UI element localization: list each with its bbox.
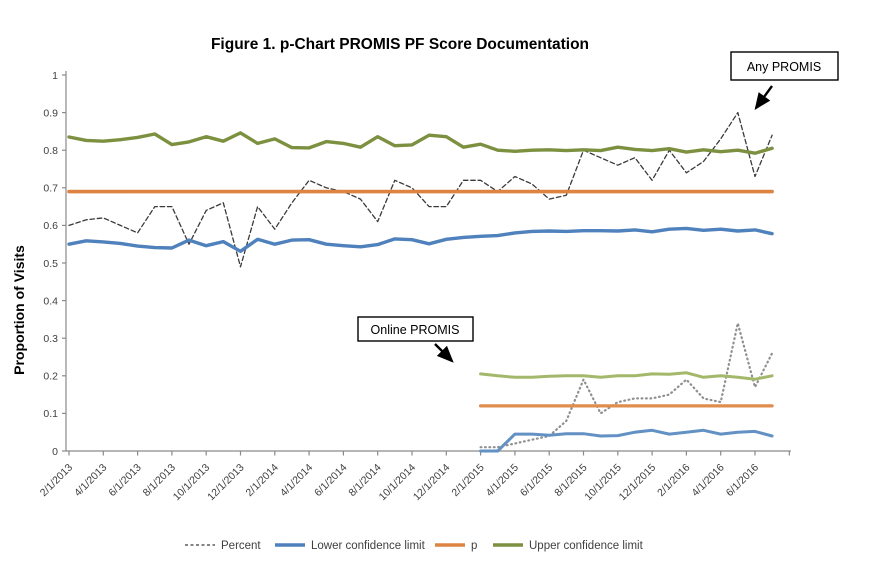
annotation-any-promis: Any PROMIS xyxy=(730,51,839,110)
chart-title: Figure 1. p-Chart PROMIS PF Score Docume… xyxy=(211,36,589,53)
x-tick-label: 12/1/2014 xyxy=(411,462,453,504)
legend-item-label: Lower confidence limit xyxy=(311,540,426,552)
y-tick-label: 0.3 xyxy=(43,333,58,345)
any-promis-arrow xyxy=(754,85,773,110)
y-tick-label: 0.8 xyxy=(43,145,58,157)
y-axis-title: Proportion of Visits xyxy=(11,245,27,375)
legend-item-label: Percent xyxy=(221,540,261,552)
chart-legend: Percent Lower confidence limit p Upper conf… xyxy=(185,540,644,552)
x-tick-label: 2/1/2016 xyxy=(655,462,692,499)
y-tick-label: 0.9 xyxy=(43,107,58,119)
x-tick-label: 12/1/2013 xyxy=(205,462,247,504)
online-promis-arrow xyxy=(434,343,454,363)
y-tick-label: 0.5 xyxy=(43,258,58,270)
series-line-percent-online-promis xyxy=(479,322,774,449)
x-tick-label: 6/1/2015 xyxy=(518,462,555,499)
series-line-lower-confidence-limit-any-promis xyxy=(67,226,774,254)
x-tick-label: 4/1/2014 xyxy=(278,462,315,499)
x-tick-label: 4/1/2013 xyxy=(72,462,109,499)
y-tick-label: 0.4 xyxy=(43,295,58,307)
online-promis-box xyxy=(357,316,474,342)
legend-item-label: p xyxy=(471,540,477,552)
plot-area: 00.10.20.30.40.50.60.70.80.912/1/20134/1… xyxy=(38,70,791,503)
x-tick-label: 6/1/2016 xyxy=(724,462,761,499)
x-tick-label: 4/1/2016 xyxy=(689,462,726,499)
annotation-online-promis: Online PROMIS xyxy=(357,316,474,363)
x-tick-label: 4/1/2015 xyxy=(484,462,521,499)
any-promis-label: Any PROMIS xyxy=(747,60,821,74)
y-tick-label: 0 xyxy=(52,446,58,458)
any-promis-box xyxy=(730,51,839,81)
x-tick-label: 6/1/2014 xyxy=(312,462,349,499)
x-tick-label: 12/1/2015 xyxy=(617,462,659,504)
y-tick-label: 0.6 xyxy=(43,220,58,232)
legend-item-label: Upper confidence limit xyxy=(529,540,644,552)
y-tick-label: 1 xyxy=(52,70,58,82)
y-tick-label: 0.7 xyxy=(43,183,58,195)
series-line-percent-any-promis xyxy=(68,111,773,268)
series-line-lower-confidence-limit-online-promis xyxy=(479,428,774,453)
x-tick-label: 6/1/2013 xyxy=(106,462,143,499)
x-tick-label: 2/1/2013 xyxy=(38,462,75,499)
series-line-upper-confidence-limit-online-promis xyxy=(479,371,774,381)
online-promis-label: Online PROMIS xyxy=(371,323,460,337)
y-tick-label: 0.1 xyxy=(43,408,58,420)
x-tick-label: 2/1/2014 xyxy=(244,462,281,499)
y-tick-label: 0.2 xyxy=(43,371,58,383)
x-tick-label: 2/1/2015 xyxy=(449,462,486,499)
series-line-upper-confidence-limit-any-promis xyxy=(67,131,774,155)
